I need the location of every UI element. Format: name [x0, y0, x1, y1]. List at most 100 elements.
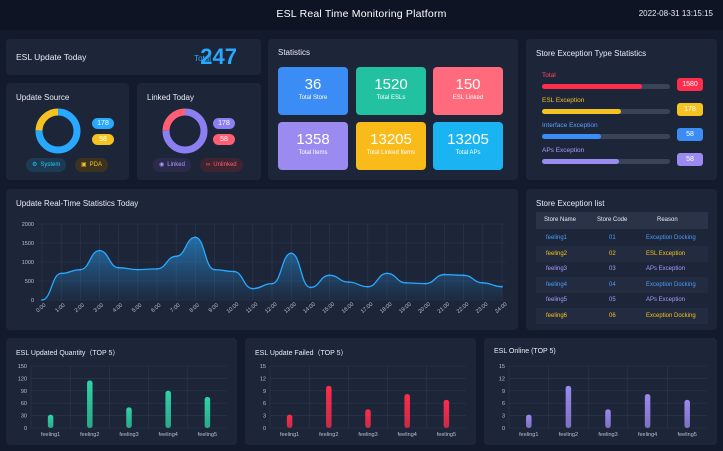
- x-tick-label: 12:00: [264, 302, 278, 315]
- data-point: [290, 252, 293, 255]
- x-tick-label: 10:00: [226, 302, 240, 315]
- legend-pda-label: PDA: [89, 162, 103, 168]
- realtime-stats-panel: Update Real-Time Statistics Today 0 500 10…: [6, 189, 518, 330]
- esl-update-today-panel: ESL Update Today Total 247: [6, 39, 261, 75]
- updated-quantity-chart: 0 30 60 90 120 150 feeling1 feeling2 feeling3 fee…: [18, 364, 227, 438]
- x-tick-label: 16:00: [341, 302, 355, 315]
- data-point: [309, 286, 312, 289]
- stat-total-aps: 13205 Total APs: [433, 122, 503, 170]
- cell-store-name: feeling6: [546, 312, 568, 319]
- x-tick-label: feeling5: [198, 432, 217, 438]
- data-point: [232, 270, 235, 273]
- stat-total-store: 36 Total Store: [278, 67, 348, 115]
- legend-system-label: System: [40, 162, 61, 168]
- bar[interactable]: [286, 414, 293, 428]
- stat-esl-linked-label: ESL Linked: [452, 95, 484, 101]
- cell-store-name: feeling4: [546, 281, 568, 288]
- data-point: [194, 236, 197, 239]
- x-tick-label: 8:00: [189, 302, 201, 313]
- x-tick-label: 18:00: [379, 302, 393, 315]
- data-point: [424, 282, 427, 285]
- stat-total-esls: 1520 Total ESLs: [356, 67, 426, 115]
- exception-row: Total 1580: [542, 72, 723, 91]
- bar[interactable]: [47, 414, 54, 428]
- donut-slice: [35, 108, 81, 154]
- stat-total-esls-value: 1520: [374, 76, 408, 93]
- exception-table-header: Store Name Store Code Reason: [536, 212, 708, 229]
- x-tick-label: 1:00: [54, 302, 66, 313]
- x-tick-label: feeling2: [80, 432, 99, 438]
- bar[interactable]: [443, 399, 450, 428]
- updated-quantity-panel: ESL Updated Quantity（TOP 5） 0 30 60 90 120 15…: [6, 338, 237, 445]
- page-title: ESL Real Time Monitoring Platform: [276, 8, 447, 20]
- bar[interactable]: [326, 385, 332, 428]
- exception-list-panel: Store Exception list Store Name Store Co…: [526, 189, 717, 330]
- x-tick-label: feeling3: [358, 432, 377, 438]
- data-point: [501, 285, 503, 288]
- bar[interactable]: [404, 394, 410, 428]
- stat-esl-linked: 150 ESL Linked: [433, 67, 503, 115]
- table-row[interactable]: feeling2 02 ESL Exception: [536, 245, 708, 262]
- x-tick-label: 24:00: [494, 302, 508, 315]
- exception-type-panel: Store Exception Type Statistics Total 158…: [526, 39, 717, 180]
- bar[interactable]: [605, 409, 611, 428]
- linked-today-panel: Linked Today 178 58 ◉ Linked ∞ Unlinked: [137, 83, 261, 180]
- data-point: [481, 282, 484, 284]
- table-row[interactable]: feeling4 04 Exception Docking: [536, 276, 708, 293]
- bar[interactable]: [644, 394, 651, 428]
- bar[interactable]: [365, 409, 371, 428]
- exception-bar-fill: [542, 159, 619, 164]
- y-tick-label: 6: [263, 401, 266, 407]
- x-tick-label: 20:00: [417, 302, 431, 315]
- data-point: [117, 266, 120, 269]
- cell-store-name: feeling2: [546, 250, 568, 257]
- x-tick-label: feeling5: [437, 432, 456, 438]
- datetime-display: 2022-08-31 13:15:15: [638, 9, 713, 18]
- header-bar: ESL Real Time Monitoring Platform 2022-0…: [0, 0, 723, 30]
- y-tick-label: 15: [260, 364, 266, 370]
- x-tick-label: feeling4: [398, 432, 417, 438]
- data-point: [366, 285, 369, 288]
- bar[interactable]: [204, 397, 211, 428]
- exception-bar-fill: [542, 84, 642, 89]
- table-row[interactable]: feeling1 01 Exception Docking: [536, 230, 708, 246]
- bar[interactable]: [87, 380, 93, 428]
- data-point: [60, 272, 63, 275]
- x-tick-label: 17:00: [360, 302, 374, 315]
- legend-pda[interactable]: ▣ PDA: [75, 158, 109, 172]
- exception-bar-track: [542, 159, 670, 164]
- x-tick-label: feeling4: [638, 432, 657, 438]
- bar[interactable]: [565, 385, 572, 428]
- cell-store-code: 05: [609, 297, 616, 303]
- table-row[interactable]: feeling5 05 APs Exception: [536, 292, 708, 308]
- x-tick-label: 9:00: [208, 302, 220, 313]
- update-failed-chart: 0 3 6 9 12 15 feeling1 feeling2 feeling3 feeling4…: [260, 364, 466, 438]
- x-tick-label: 3:00: [93, 302, 105, 313]
- cell-reason: APs Exception: [646, 297, 686, 303]
- col-store-name: Store Name: [544, 217, 577, 223]
- table-row[interactable]: feeling6 06 Exception Docking: [536, 307, 708, 324]
- legend-system[interactable]: ⚙ System: [26, 158, 67, 172]
- exception-row: ESL Exception 178: [542, 97, 723, 116]
- exception-type-title: Store Exception Type Statistics: [536, 49, 647, 58]
- linked-count-badge: 178: [213, 118, 235, 129]
- esl-update-today-title: ESL Update Today: [16, 52, 87, 62]
- y-tick-label: 0: [31, 298, 34, 304]
- legend-linked[interactable]: ◉ Linked: [153, 158, 191, 172]
- y-tick-label: 2000: [22, 222, 34, 228]
- bar[interactable]: [526, 414, 532, 428]
- bar[interactable]: [684, 399, 690, 428]
- update-source-panel: Update Source 178 58 ⚙ System ▣ PDA: [6, 83, 129, 180]
- bar[interactable]: [165, 390, 171, 428]
- table-row[interactable]: feeling3 03 APs Exception: [536, 261, 708, 277]
- cell-reason: APs Exception: [646, 266, 686, 272]
- y-tick-label: 0: [263, 426, 266, 432]
- data-point: [136, 268, 139, 271]
- bar[interactable]: [126, 407, 132, 428]
- exception-count-badge: 178: [677, 103, 703, 116]
- linked-today-donut: [162, 108, 208, 154]
- cell-store-code: 02: [609, 250, 616, 257]
- updated-quantity-title: ESL Updated Quantity（TOP 5）: [16, 350, 120, 357]
- y-tick-label: 12: [499, 376, 505, 382]
- legend-unlinked[interactable]: ∞ Unlinked: [200, 158, 243, 172]
